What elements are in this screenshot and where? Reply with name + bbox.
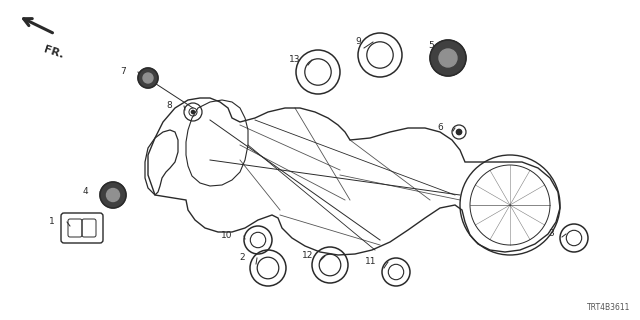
Text: 4: 4 — [83, 188, 88, 196]
Circle shape — [430, 40, 466, 76]
Text: FR.: FR. — [42, 44, 65, 60]
Text: 13: 13 — [289, 55, 300, 65]
Circle shape — [439, 49, 457, 67]
Text: 11: 11 — [365, 258, 376, 267]
Text: 5: 5 — [428, 42, 434, 51]
Text: 12: 12 — [301, 252, 313, 260]
Text: 6: 6 — [437, 124, 443, 132]
Text: 9: 9 — [355, 37, 361, 46]
Text: 3: 3 — [548, 229, 554, 238]
Circle shape — [191, 110, 195, 114]
Circle shape — [138, 68, 158, 88]
Circle shape — [456, 129, 461, 135]
Text: TRT4B3611: TRT4B3611 — [587, 303, 630, 312]
Text: 1: 1 — [49, 218, 55, 227]
Text: 8: 8 — [166, 101, 172, 110]
Text: 10: 10 — [221, 231, 232, 241]
Circle shape — [100, 182, 126, 208]
Text: 7: 7 — [120, 68, 126, 76]
Circle shape — [106, 188, 120, 202]
Circle shape — [143, 73, 153, 83]
Text: 2: 2 — [239, 253, 245, 262]
